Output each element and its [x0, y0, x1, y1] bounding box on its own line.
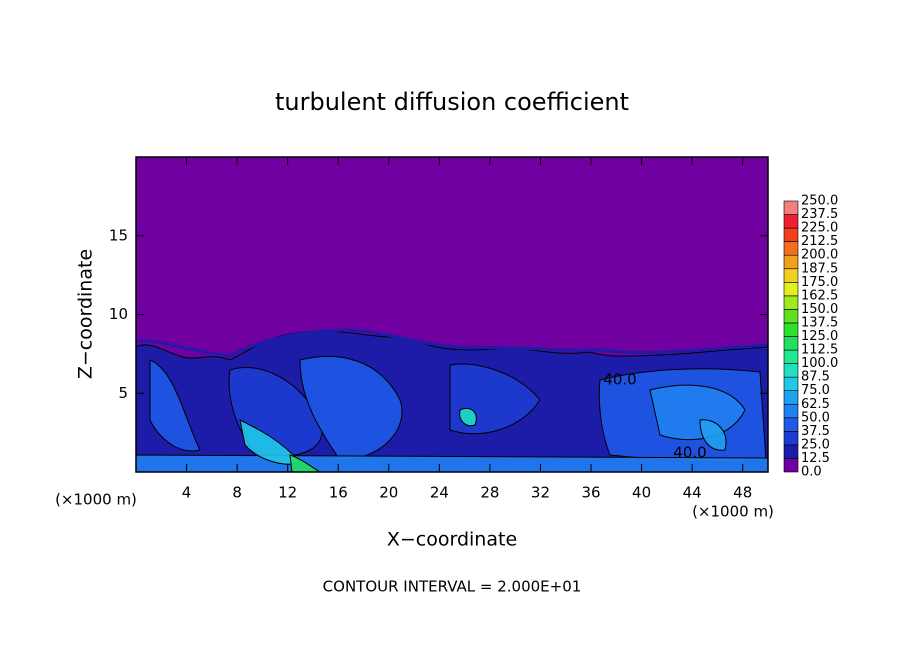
colorbar-segment — [783, 390, 799, 405]
colorbar-label: 175.0 — [801, 275, 838, 290]
x-unit-right: (×1000 m) — [692, 503, 774, 521]
colorbar-label: 162.5 — [801, 288, 838, 303]
colorbar-label: 212.5 — [801, 234, 838, 249]
y-axis-label: Z−coordinate — [75, 249, 97, 379]
colorbar-segment — [783, 295, 799, 310]
chart-title: turbulent diffusion coefficient — [275, 88, 629, 116]
top-boundary — [135, 328, 769, 358]
colorbar-segment — [783, 309, 799, 324]
x-unit-left: (×1000 m) — [55, 491, 137, 509]
colorbar-label: 200.0 — [801, 248, 838, 263]
field-region — [649, 384, 746, 441]
colorbar-label: 12.5 — [801, 451, 830, 466]
colorbar-segment — [783, 363, 799, 378]
colorbar-segment — [783, 227, 799, 242]
colorbar-label: 237.5 — [801, 207, 838, 222]
colorbar-segment — [783, 431, 799, 446]
colorbar-segment — [783, 200, 799, 215]
x-tick-label: 36 — [581, 484, 600, 502]
colorbar-segment — [783, 376, 799, 391]
field-region — [299, 355, 403, 461]
colorbar-segment — [783, 336, 799, 351]
colorbar-segment — [783, 322, 799, 337]
x-tick-label: 44 — [683, 484, 702, 502]
colorbar-label: 225.0 — [801, 221, 838, 236]
colorbar-segment — [783, 268, 799, 283]
colorbar-segment — [783, 444, 799, 459]
colorbar-segment — [783, 403, 799, 419]
colorbar-label: 250.0 — [801, 194, 838, 209]
note: CONTOUR INTERVAL = 2.000E+01 — [323, 578, 582, 596]
contour-label: 40.0 — [603, 371, 636, 389]
contour-label: 40.0 — [673, 444, 706, 462]
colorbar-label: 100.0 — [801, 356, 838, 371]
x-tick-label: 48 — [733, 484, 752, 502]
colorbar-label: 125.0 — [801, 329, 838, 344]
colorbar-label: 50.0 — [801, 410, 830, 425]
colorbar-label: 25.0 — [801, 437, 830, 452]
field-region — [149, 359, 201, 452]
colorbar-label: 137.5 — [801, 315, 838, 330]
x-tick-label: 40 — [632, 484, 651, 502]
colorbar-label: 75.0 — [801, 383, 830, 398]
field-region — [459, 407, 477, 427]
x-tick-label: 12 — [278, 484, 297, 502]
colorbar-segment — [783, 458, 799, 473]
x-tick-label: 32 — [531, 484, 550, 502]
field — [135, 157, 769, 473]
colorbar-segment — [783, 241, 799, 256]
colorbar-label: 62.5 — [801, 397, 830, 412]
x-tick-label: 24 — [430, 484, 449, 502]
colorbar-segment — [783, 214, 799, 229]
colorbar-label: 37.5 — [801, 424, 830, 439]
colorbar-label: 87.5 — [801, 370, 830, 385]
x-tick-label: 28 — [480, 484, 499, 502]
colorbar-segment — [783, 349, 799, 364]
colorbar-label: 150.0 — [801, 302, 838, 317]
x-tick-label: 16 — [329, 484, 348, 502]
colorbar-label: 187.5 — [801, 261, 838, 276]
x-tick-label: 4 — [182, 484, 192, 502]
colorbar-segment — [783, 281, 799, 297]
colorbar-label: 112.5 — [801, 343, 838, 358]
y-tick-label: 10 — [109, 305, 128, 323]
x-tick-label: 20 — [379, 484, 398, 502]
y-tick-label: 15 — [109, 226, 128, 244]
field-region — [699, 419, 727, 451]
colorbar-segment — [783, 254, 799, 270]
colorbar-label: 0.0 — [801, 465, 822, 480]
x-tick-label: 8 — [232, 484, 242, 502]
colorbar-segment — [783, 417, 799, 432]
x-axis-label: X−coordinate — [387, 529, 517, 551]
y-tick-label: 5 — [118, 384, 128, 402]
